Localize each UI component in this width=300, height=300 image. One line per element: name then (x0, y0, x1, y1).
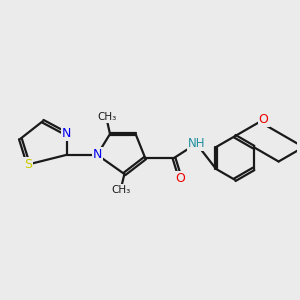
Text: CH₃: CH₃ (97, 112, 116, 122)
Text: NH: NH (188, 137, 205, 150)
Text: S: S (24, 158, 32, 171)
Text: O: O (259, 113, 269, 126)
Text: N: N (92, 148, 102, 161)
Text: N: N (62, 128, 71, 140)
Text: O: O (176, 172, 185, 185)
Text: CH₃: CH₃ (112, 185, 131, 195)
